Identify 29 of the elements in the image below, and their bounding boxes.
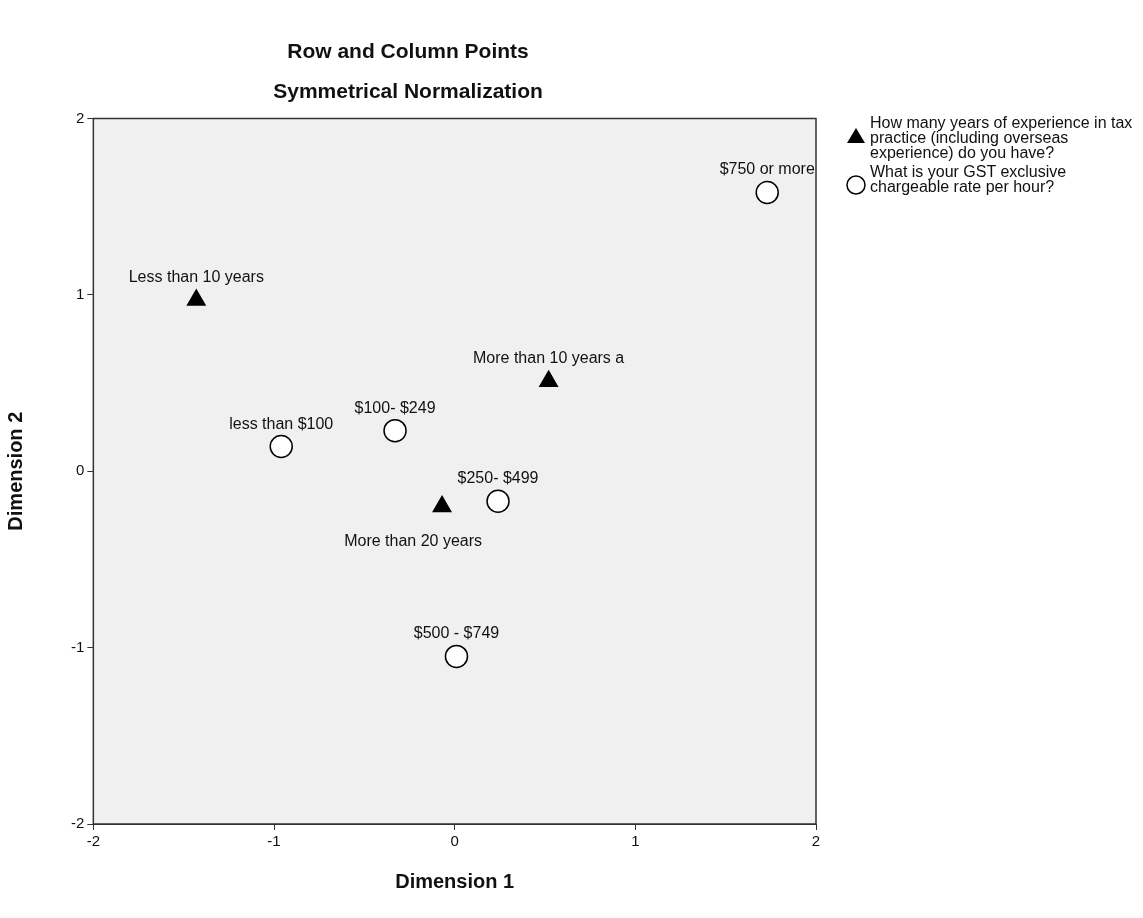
y-tick-label: 1 xyxy=(75,284,85,302)
annotation: less than $100 xyxy=(229,414,334,432)
y-tick-label: -2 xyxy=(70,814,85,832)
x-tick-label: 1 xyxy=(631,832,640,850)
x-tick-label: 2 xyxy=(811,832,821,850)
point xyxy=(269,434,293,459)
x-tick-label: 0 xyxy=(450,832,459,850)
legend-label: What is your GST exclusive chargeable rate per hour? xyxy=(870,163,1068,195)
annotation: Less than 10 years xyxy=(128,268,264,286)
point xyxy=(755,180,779,205)
annotation: $250- $499 xyxy=(457,469,539,487)
annotation: $500 - $749 xyxy=(413,624,500,642)
annotation: More than 20 years xyxy=(344,532,483,550)
legend-label: How many years of experience in tax practice (including overseas experience) do you have? xyxy=(870,114,1134,161)
x-tick-label: -1 xyxy=(267,832,281,850)
annotation: $100- $249 xyxy=(354,398,436,416)
point xyxy=(383,418,407,443)
point xyxy=(486,489,510,513)
annotation: $750 or more xyxy=(719,160,815,178)
x-tick-label: -2 xyxy=(86,832,101,850)
y-tick-label: 0 xyxy=(75,461,85,479)
x-axis-title: Dimension 1 xyxy=(395,869,515,892)
annotation: More than 10 years a xyxy=(473,349,625,367)
point xyxy=(444,644,469,669)
chart-subtitle: Symmetrical Normalization xyxy=(273,78,543,102)
chart-title: Row and Column Points xyxy=(287,39,529,63)
y-axis-title: Dimension 2 xyxy=(3,411,26,531)
y-tick-label: 2 xyxy=(75,108,85,126)
y-tick-label: -1 xyxy=(70,637,85,655)
